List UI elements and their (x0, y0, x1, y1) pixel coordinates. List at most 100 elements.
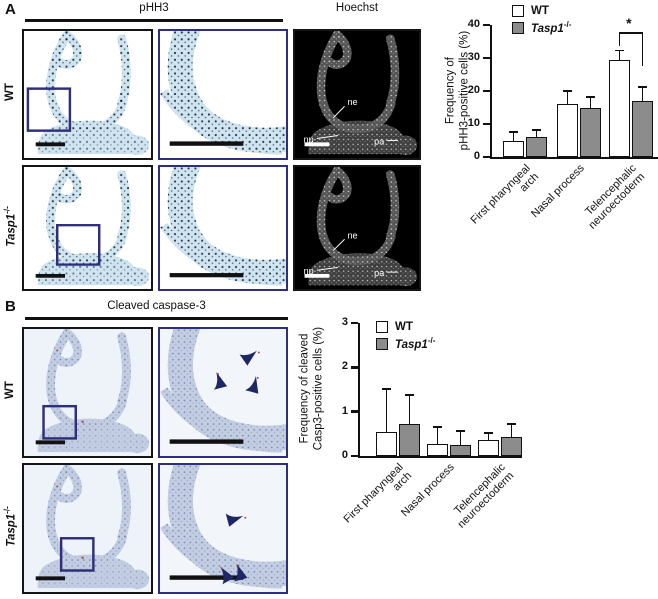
bar-wt-0 (503, 140, 524, 157)
chart-a-plot-area: 0 10 20 30 40 First pharyngeal arch Nasal proc… (468, 15, 658, 232)
ko-legend-sup: -/- (563, 20, 572, 30)
genotype-label-ko-b: Tasp1-/- (3, 466, 18, 586)
ylabel-b-line1: Frequency of cleaved (298, 333, 311, 444)
legend-item-wt: WT (512, 4, 571, 17)
bar-wt-1 (557, 103, 578, 157)
error-bar (487, 432, 490, 441)
hoechst-label-pa: pa (374, 136, 385, 146)
tasp1-text-b: Tasp1 (5, 513, 18, 547)
error-bar-cap (586, 96, 595, 99)
inset-box (55, 224, 101, 266)
tasp1-text: Tasp1 (5, 213, 18, 247)
genotype-label-wt-b: WT (4, 330, 16, 450)
y-tick-label: 0 (473, 150, 480, 162)
inset-box (59, 537, 95, 572)
hoechst-label-ne: ne (347, 97, 357, 107)
error-bar (408, 395, 411, 425)
micrograph-casp3-ko-inset (158, 463, 288, 594)
y-tick-mark (350, 366, 358, 369)
micrograph-casp3-wt-inset (158, 327, 288, 458)
error-bar (459, 431, 462, 446)
y-tick-label: 40 (467, 18, 480, 30)
ko-legend-sup-b: -/- (427, 336, 436, 346)
legend-item-ko: Tasp1-/- (512, 20, 571, 35)
wt-swatch-b (376, 320, 388, 333)
error-bar (618, 50, 621, 61)
phh3-header: pHH3 (139, 2, 169, 14)
genotype-label-wt-a: WT (4, 32, 16, 152)
hoechst-header: Hoechst (335, 2, 379, 14)
y-tick-label: 0 (341, 449, 348, 461)
arrowhead-icon (225, 513, 244, 527)
hoechst-label-pa: pa (374, 268, 384, 278)
bar-ko-1 (450, 445, 471, 456)
bar-ko-1 (580, 108, 601, 157)
chart-b-legend: WT Tasp1-/- (376, 320, 435, 354)
y-tick-mark (482, 23, 490, 27)
arrowhead-icon (220, 566, 235, 585)
micrograph-hoechst-ko: ne np pa (293, 165, 421, 291)
arrowhead-icon (213, 371, 228, 390)
hoechst-label-np: np (304, 134, 314, 144)
wt-text: WT (4, 83, 16, 101)
wt-legend-label: WT (531, 4, 549, 17)
ko-legend-base-b: Tasp1 (395, 338, 428, 351)
arrowhead-icon (245, 375, 259, 394)
significance-bracket-left (618, 32, 621, 47)
panel-b-label: B (5, 298, 16, 315)
tasp1-sup: -/- (2, 206, 12, 214)
ko-legend-label-b: Tasp1-/- (395, 336, 435, 351)
ko-legend-base: Tasp1 (531, 22, 564, 35)
error-bar-cap (532, 129, 541, 131)
bar-ko-0 (526, 137, 547, 157)
bar-wt-0 (376, 431, 397, 456)
micrograph-phh3-ko-inset (158, 165, 288, 291)
error-bar-cap (509, 131, 518, 133)
micrograph-casp3-wt-overview (22, 327, 153, 458)
legend-item-wt-b: WT (376, 320, 435, 333)
bar-ko-2 (501, 436, 522, 456)
y-tick-label: 1 (341, 404, 348, 417)
chart-b-plot-area: 0 1 2 3 First pharyngeal arch Nasal process Te… (342, 316, 522, 531)
error-bar-cap (433, 426, 442, 429)
error-bar-cap (638, 85, 647, 88)
genotype-label-ko-a: Tasp1-/- (3, 166, 18, 286)
y-tick-label: 20 (467, 84, 480, 96)
error-bar-cap (615, 49, 624, 52)
bar-ko-2 (632, 100, 653, 157)
x-category-label-2: Telencephalic neuroectoderm (583, 162, 648, 232)
ko-swatch-b (376, 337, 388, 350)
error-bar (385, 388, 388, 432)
chart-a-legend: WT Tasp1-/- (512, 4, 571, 38)
y-tick-mark (482, 56, 490, 60)
ko-legend-label: Tasp1-/- (531, 20, 571, 35)
error-bar (589, 97, 592, 109)
y-tick-label: 3 (341, 316, 348, 328)
chart-phh3-frequency: Frequency of pHH3-positive cells (%) 0 10… (440, 0, 658, 292)
ylabel-b-line2: Casp3-positive cells (%) (312, 326, 324, 451)
micrograph-casp3-ko-overview (22, 463, 153, 594)
y-tick-mark (350, 410, 358, 413)
y-tick-mark (482, 122, 490, 126)
y-tick-mark (350, 454, 358, 458)
ko-swatch (512, 21, 524, 34)
error-bar-cap (405, 394, 414, 397)
error-bar-cap (507, 423, 516, 426)
error-bar-cap (484, 432, 493, 434)
bar-wt-2 (609, 60, 630, 157)
hoechst-label-np: np (304, 266, 314, 276)
caspase-header: Cleaved caspase-3 (107, 300, 206, 312)
significance-star: * (626, 15, 632, 32)
significance-bracket-right (641, 32, 644, 67)
inset-box (42, 404, 77, 440)
micrograph-phh3-ko-overview (22, 165, 153, 291)
wt-text-b: WT (4, 381, 16, 399)
caspase-header-underline (25, 317, 288, 320)
micrograph-phh3-wt-overview (22, 29, 153, 160)
error-bar (510, 424, 513, 437)
arrowhead-icon (234, 563, 248, 582)
tasp1-sup-b: -/- (2, 506, 12, 514)
micrograph-hoechst-wt: ne np pa (293, 29, 421, 160)
wt-legend-label-b: WT (395, 320, 413, 333)
